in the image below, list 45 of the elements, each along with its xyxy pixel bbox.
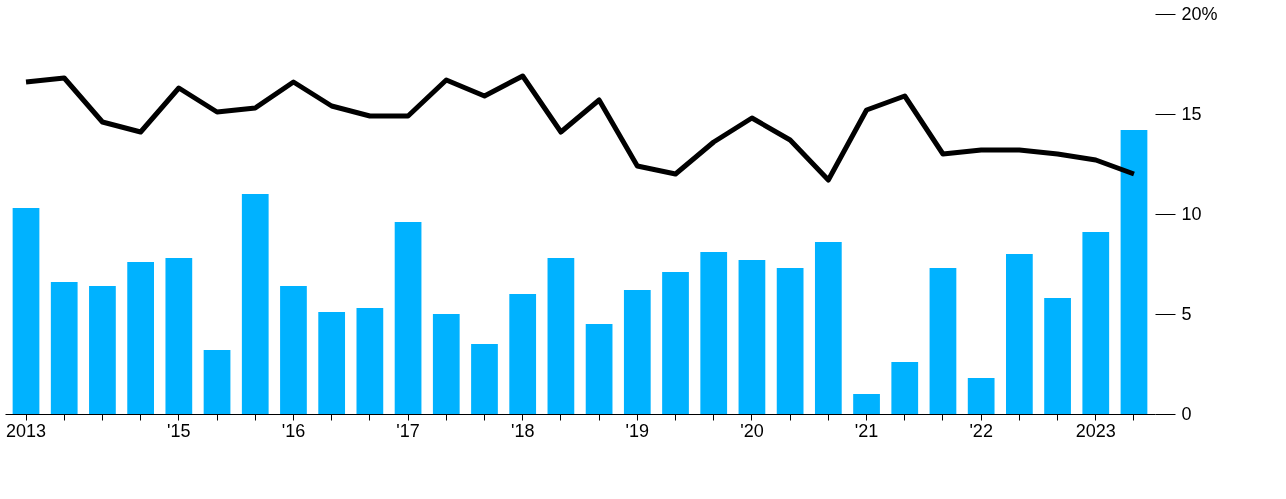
x-tick-label: '15	[167, 420, 191, 441]
bar	[738, 260, 766, 414]
x-tick-label: '17	[396, 420, 420, 441]
bar	[203, 350, 231, 414]
bar	[432, 314, 460, 414]
y-tick-label: 5	[1181, 303, 1192, 324]
bar	[853, 394, 880, 414]
bar	[623, 290, 651, 414]
bar	[165, 258, 193, 414]
x-tick-label: '18	[510, 420, 535, 441]
bar	[929, 268, 957, 414]
bar	[1120, 130, 1148, 414]
bar	[241, 194, 269, 414]
bar	[509, 294, 537, 414]
bar	[12, 208, 40, 414]
bar	[1044, 298, 1071, 414]
bar	[776, 268, 804, 414]
bar	[891, 362, 919, 414]
bar	[356, 308, 384, 414]
x-tick-label: '19	[625, 420, 650, 441]
x-tick-label: '16	[281, 420, 306, 441]
y-tick-label: 10	[1181, 203, 1202, 224]
bar	[967, 378, 995, 414]
bar	[471, 344, 498, 414]
bar	[50, 282, 78, 414]
bar	[814, 242, 842, 414]
y-tick-label: 20%	[1181, 3, 1218, 24]
bar	[700, 252, 728, 414]
bar	[280, 286, 307, 414]
bar	[585, 324, 613, 414]
x-tick-label: 2013	[5, 420, 47, 441]
bar	[318, 312, 346, 414]
y-tick-label: 15	[1181, 103, 1202, 124]
bar	[547, 258, 575, 414]
bar	[662, 272, 689, 414]
x-tick-label: '20	[740, 420, 764, 441]
bar	[127, 262, 154, 414]
bar	[1082, 232, 1110, 414]
x-tick-label: '21	[854, 420, 879, 441]
bar	[1006, 254, 1033, 414]
x-tick-label: 2023	[1075, 420, 1116, 441]
x-tick-label: '22	[969, 420, 993, 441]
y-tick-label: 0	[1181, 403, 1192, 424]
bar	[89, 286, 116, 414]
bar	[394, 222, 422, 414]
